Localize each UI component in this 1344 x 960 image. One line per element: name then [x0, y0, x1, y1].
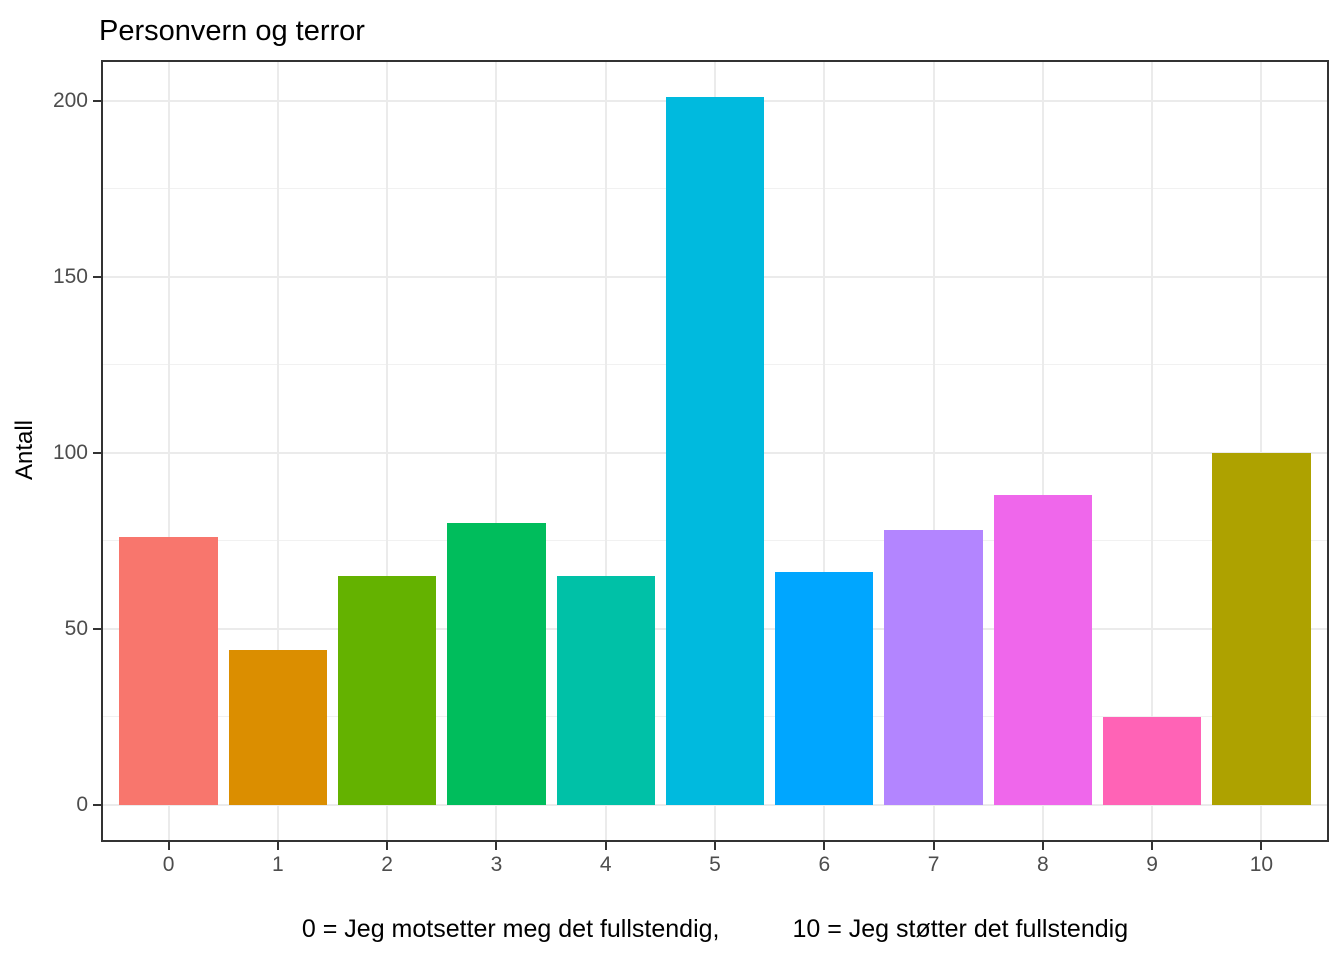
y-tick-mark	[93, 275, 101, 278]
vertical-gridline	[495, 62, 498, 840]
y-tick-mark	[93, 627, 101, 630]
x-tick-label: 1	[272, 853, 284, 876]
x-tick-mark	[1260, 842, 1263, 850]
bar-8	[993, 494, 1093, 805]
x-tick-mark	[386, 842, 389, 850]
x-tick-label: 3	[490, 853, 503, 876]
bar-0	[119, 537, 218, 805]
x-axis-title: 0 = Jeg motsetter meg det fullstendig, 1…	[101, 915, 1329, 944]
y-tick-mark	[93, 451, 101, 454]
x-tick-label: 7	[927, 853, 940, 876]
x-tick-label: 4	[599, 853, 612, 876]
x-tick-label: 8	[1037, 853, 1049, 876]
vertical-gridline	[604, 62, 607, 840]
vertical-gridline	[1041, 62, 1044, 840]
bar-3	[447, 523, 546, 805]
x-tick-mark	[167, 842, 170, 850]
bar-5	[665, 97, 765, 805]
bar-6	[775, 572, 874, 805]
bar-4	[556, 575, 655, 805]
x-tick-label: 10	[1249, 853, 1274, 876]
y-tick-mark	[93, 803, 101, 806]
y-tick-label: 150	[52, 264, 88, 288]
y-tick-mark	[93, 99, 101, 102]
bar-10	[1212, 452, 1311, 805]
x-tick-label: 6	[818, 853, 831, 876]
bar-9	[1102, 716, 1202, 805]
vertical-gridline	[1260, 62, 1263, 840]
bar-1	[228, 649, 328, 805]
x-tick-mark	[1151, 842, 1154, 850]
vertical-gridline	[276, 62, 279, 840]
plot-panel	[101, 60, 1329, 842]
x-tick-mark	[1041, 842, 1044, 850]
x-axis-title-right: 10 = Jeg støtter det fullstendig	[792, 915, 1129, 943]
vertical-gridline	[1151, 62, 1154, 840]
vertical-gridline	[386, 62, 389, 840]
x-axis-tick-labels: 0 1 2 3 4 5 6 7 8 9 10	[103, 853, 1327, 883]
x-tick-mark	[932, 842, 935, 850]
x-tick-mark	[495, 842, 498, 850]
x-tick-mark	[276, 842, 279, 850]
x-tick-label: 2	[381, 853, 393, 876]
vertical-gridline	[823, 62, 826, 840]
y-tick-label: 200	[52, 88, 88, 112]
x-axis-title-left: 0 = Jeg motsetter meg det fullstendig,	[301, 915, 720, 943]
vertical-gridline	[167, 62, 170, 840]
x-tick-label: 9	[1146, 853, 1158, 876]
x-tick-mark	[714, 842, 716, 850]
x-tick-mark	[604, 842, 607, 850]
chart-title: Personvern og terror	[99, 15, 365, 47]
x-tick-mark	[823, 842, 826, 850]
y-tick-label: 0	[76, 792, 88, 816]
y-tick-label: 50	[64, 616, 88, 640]
y-axis-tick-labels: 0 50 100 150 200	[0, 62, 88, 840]
x-tick-label: 0	[162, 853, 175, 876]
y-tick-label: 100	[52, 440, 88, 464]
bar-7	[884, 530, 983, 805]
vertical-gridline	[932, 62, 935, 840]
x-tick-label: 5	[709, 853, 721, 876]
bar-2	[337, 575, 437, 805]
